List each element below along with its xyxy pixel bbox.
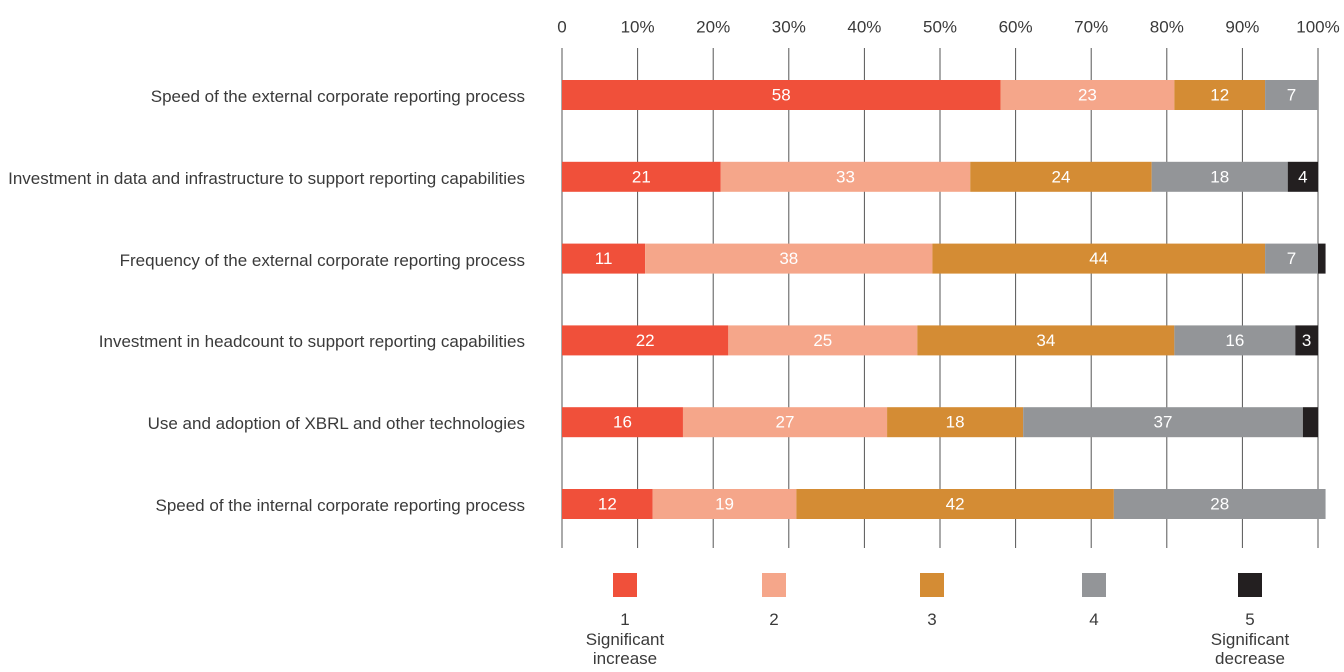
- x-tick-label: 0: [557, 17, 566, 36]
- bar-segment: [562, 407, 683, 438]
- bar-segment: [562, 325, 729, 356]
- data-label: 12: [1210, 85, 1229, 104]
- data-label: 19: [715, 494, 734, 513]
- data-label: 3: [1302, 331, 1311, 350]
- bar-segment: [887, 407, 1024, 438]
- x-tick-label: 40%: [847, 17, 881, 36]
- x-tick-label: 60%: [999, 17, 1033, 36]
- x-tick-label: 80%: [1150, 17, 1184, 36]
- bar-segment: [652, 489, 797, 519]
- bar-segment: [562, 489, 653, 519]
- bar-segment: [1174, 325, 1296, 356]
- bar-segment: [562, 243, 646, 274]
- legend-label: 4: [1089, 610, 1099, 629]
- data-label: 21: [632, 167, 651, 186]
- x-tick-label: 10%: [621, 17, 655, 36]
- bar-segment: [1287, 161, 1318, 192]
- bar-segment: [1302, 407, 1318, 438]
- legend-swatch: [1238, 573, 1262, 597]
- category-label: Investment in data and infrastructure to…: [8, 168, 525, 188]
- bar-segment: [1318, 243, 1326, 274]
- legend-label: 3: [927, 610, 937, 629]
- data-label: 7: [1287, 85, 1296, 104]
- category-label: Investment in headcount to support repor…: [98, 332, 525, 352]
- data-label: 7: [1287, 249, 1296, 268]
- legend-label: 1: [620, 610, 630, 629]
- data-label: 22: [636, 331, 655, 350]
- category-label: Speed of the external corporate reportin…: [150, 87, 525, 106]
- category-label: Use and adoption of XBRL and other techn…: [147, 414, 525, 434]
- bar-segment: [1023, 407, 1303, 438]
- data-label: 16: [613, 413, 632, 432]
- bar-segment: [917, 325, 1175, 356]
- data-label: 11: [595, 249, 613, 268]
- data-label: 58: [772, 85, 791, 104]
- bar-segment: [1113, 489, 1326, 519]
- category-label: Speed of the internal corporate reportin…: [155, 496, 525, 515]
- x-tick-label: 20%: [696, 17, 730, 36]
- data-label: 25: [813, 331, 832, 350]
- x-tick-label: 70%: [1074, 17, 1108, 36]
- bar-segment: [562, 161, 721, 192]
- bar-segment: [1265, 243, 1318, 274]
- legend-swatch: [613, 573, 637, 597]
- legend-swatch: [762, 573, 786, 597]
- bar-segment: [1265, 80, 1318, 110]
- bar-segment: [1151, 161, 1288, 192]
- legend-label: 5: [1245, 610, 1255, 629]
- data-label: 12: [598, 494, 617, 513]
- data-label: 37: [1154, 413, 1173, 432]
- data-label: 18: [946, 413, 965, 432]
- data-label: 4: [1298, 167, 1307, 186]
- data-label: 34: [1036, 331, 1055, 350]
- data-label: 27: [776, 413, 795, 432]
- legend-swatch: [920, 573, 944, 597]
- x-tick-label: 50%: [923, 17, 957, 36]
- legend-description: Significant increase: [585, 630, 665, 668]
- bar-segment: [728, 325, 918, 356]
- x-tick-label: 90%: [1225, 17, 1259, 36]
- data-label: 16: [1225, 331, 1244, 350]
- x-tick-label: 100%: [1296, 17, 1339, 36]
- bar-segment: [645, 243, 933, 274]
- bar-segment: [1174, 80, 1266, 110]
- bar-segment: [970, 161, 1152, 192]
- data-label: 28: [1210, 494, 1229, 513]
- x-tick-label: 30%: [772, 17, 806, 36]
- bar-segment: [932, 243, 1266, 274]
- category-label: Frequency of the external corporate repo…: [119, 250, 525, 270]
- data-label: 23: [1078, 85, 1097, 104]
- bar-segment: [1000, 80, 1175, 110]
- bar-segment: [720, 161, 971, 192]
- bar-segment: [562, 80, 1001, 110]
- data-label: 38: [779, 249, 798, 268]
- data-label: 18: [1210, 167, 1229, 186]
- legend-swatch: [1082, 573, 1106, 597]
- bar-segment: [796, 489, 1114, 519]
- legend-description: Significant decrease: [1210, 630, 1290, 668]
- data-label: 42: [946, 494, 965, 513]
- data-label: 44: [1089, 249, 1108, 268]
- data-label: 33: [836, 167, 855, 186]
- bar-segment: [1295, 325, 1318, 356]
- bar-segment: [682, 407, 888, 438]
- data-label: 24: [1051, 167, 1070, 186]
- legend-label: 2: [769, 610, 779, 629]
